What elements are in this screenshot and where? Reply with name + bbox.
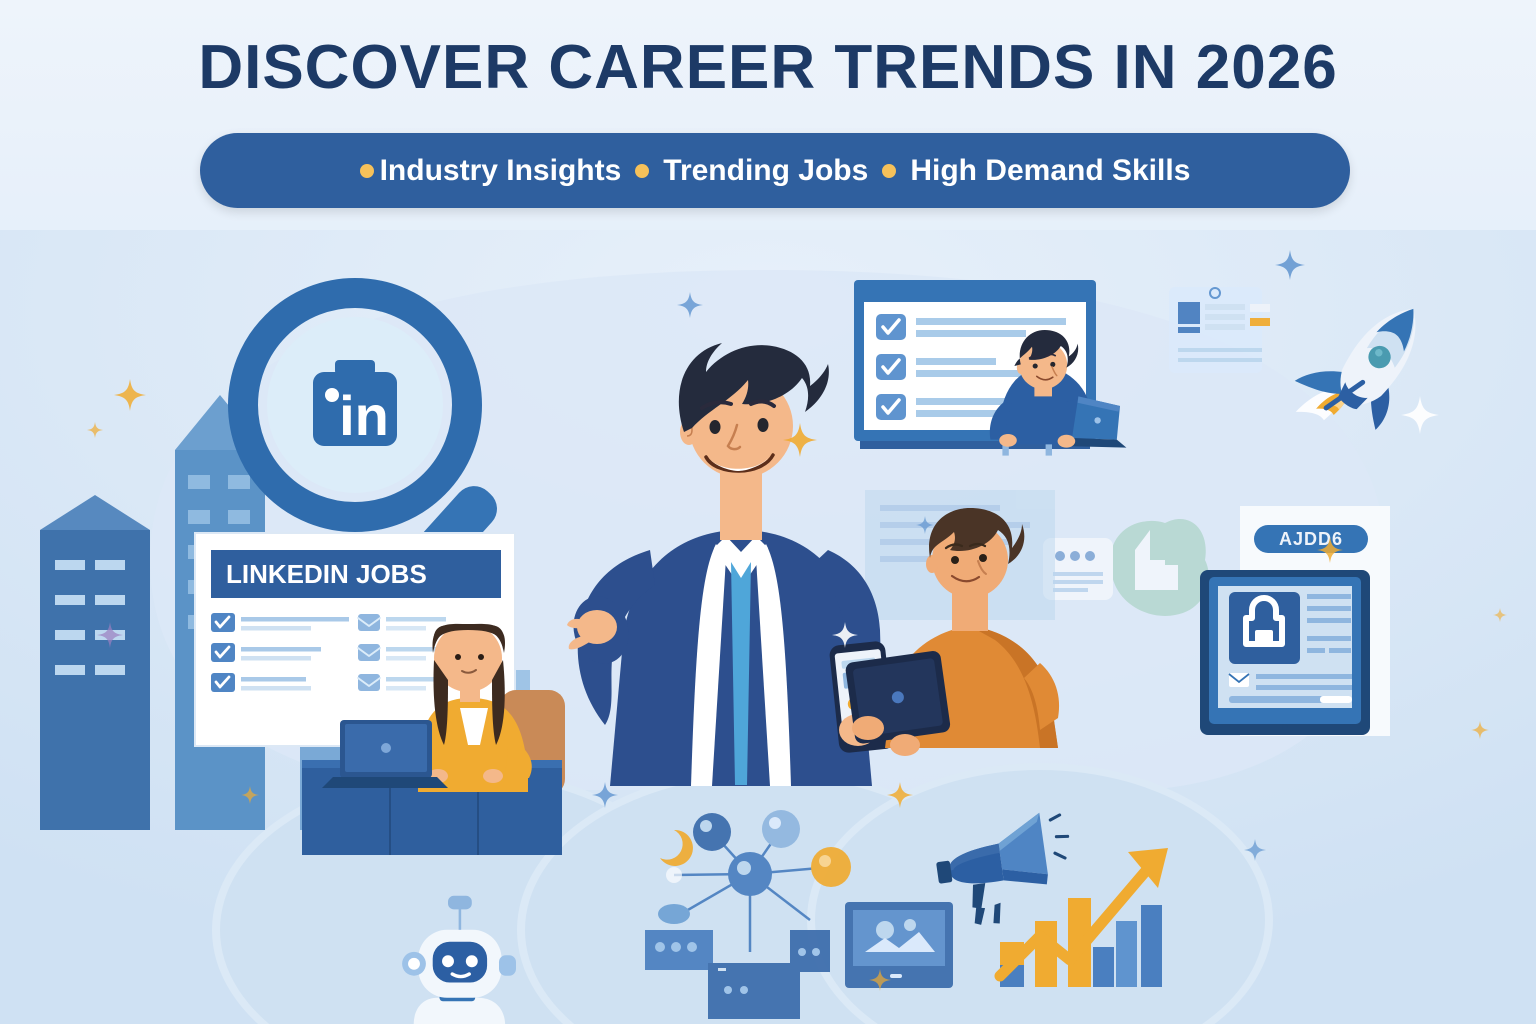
svg-text:AJDD6: AJDD6 [1279, 529, 1343, 549]
svg-text:in: in [339, 384, 389, 447]
svg-text:LINKEDIN JOBS: LINKEDIN JOBS [226, 559, 427, 589]
